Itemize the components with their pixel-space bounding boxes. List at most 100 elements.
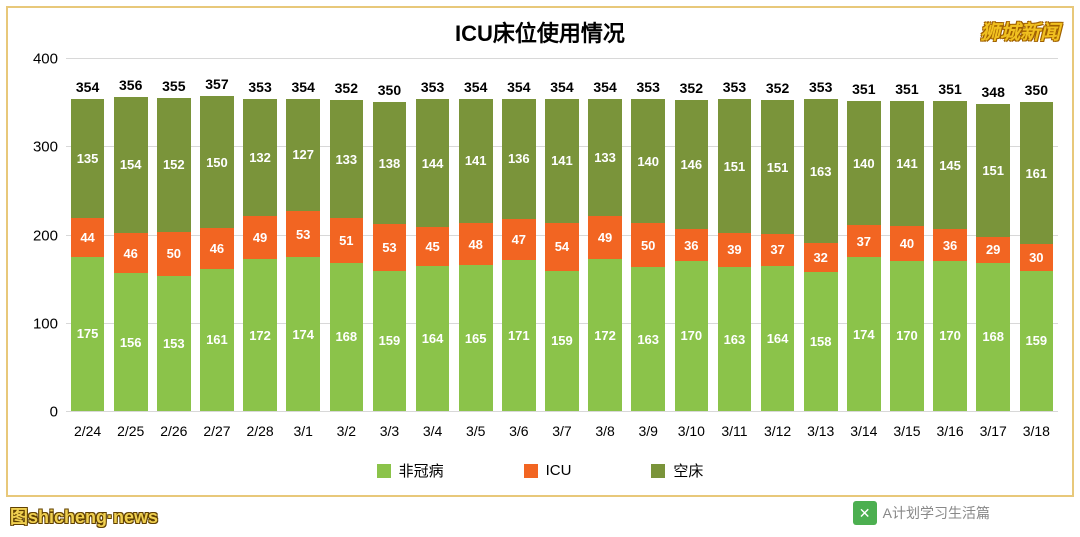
bar-segment-空床: 127 [286, 99, 320, 211]
x-tick-label: 3/11 [713, 423, 756, 439]
bar-total-label: 350 [378, 82, 401, 98]
bar-group: 35515250153 [152, 58, 195, 411]
bar-group: 350 16130159 [1015, 58, 1058, 411]
bar-segment-ICU: 32 [804, 243, 838, 271]
chart-container: ICU床位使用情况 狮城新闻 0100200300400 35413544175… [6, 6, 1074, 497]
x-tick-label: 3/18 [1015, 423, 1058, 439]
bar: 13647171 [502, 99, 536, 411]
bar-segment-空床: 152 [157, 98, 191, 232]
bar: 12753174 [286, 99, 320, 411]
bar: 16130159 [1020, 102, 1054, 411]
bar: 13853159 [373, 102, 407, 411]
bar-segment-空床: 141 [890, 101, 924, 225]
legend-swatch [651, 464, 665, 478]
x-tick-label: 3/1 [282, 423, 325, 439]
bar: 14536170 [933, 101, 967, 411]
bar-segment-空床: 154 [114, 97, 148, 233]
bar-total-label: 353 [809, 79, 832, 95]
x-tick-label: 2/26 [152, 423, 195, 439]
bar-group: 35413647171 [497, 58, 540, 411]
bar-group: 350 13853159 [368, 58, 411, 411]
wechat-icon: ✕ [853, 501, 877, 525]
bar-segment-空床: 151 [976, 104, 1010, 237]
bar-group: 35314445164 [411, 58, 454, 411]
bar-total-label: 356 [119, 77, 142, 93]
bar-segment-非冠病: 159 [373, 271, 407, 411]
x-tick-label: 3/10 [670, 423, 713, 439]
bar-group: 35315139163 [713, 58, 756, 411]
bar-segment-ICU: 40 [890, 226, 924, 261]
legend: 非冠病 ICU 空床 [8, 460, 1072, 481]
bar-segment-非冠病: 168 [330, 263, 364, 411]
bar-total-label: 353 [248, 79, 271, 95]
bar-segment-ICU: 44 [71, 218, 105, 257]
legend-item: 空床 [651, 460, 703, 481]
bar-total-label: 352 [680, 80, 703, 96]
bar-segment-空床: 135 [71, 99, 105, 218]
x-axis-labels: 2/242/252/262/272/283/13/23/33/43/53/63/… [66, 423, 1058, 439]
bar-segment-ICU: 37 [761, 234, 795, 267]
x-tick-label: 3/3 [368, 423, 411, 439]
bar: 13351168 [330, 100, 364, 411]
bar-group: 35215137164 [756, 58, 799, 411]
bar-segment-非冠病: 175 [71, 257, 105, 411]
bar-segment-ICU: 47 [502, 219, 536, 260]
bar-segment-空床: 140 [847, 101, 881, 225]
y-tick-label: 400 [33, 51, 58, 68]
bar-segment-空床: 161 [1020, 102, 1054, 244]
bar-segment-ICU: 51 [330, 218, 364, 263]
bar-segment-ICU: 49 [243, 216, 277, 259]
bar-total-label: 353 [723, 79, 746, 95]
bar-segment-非冠病: 168 [976, 263, 1010, 411]
bar-segment-非冠病: 164 [416, 266, 450, 411]
x-tick-label: 3/6 [497, 423, 540, 439]
bar-segment-非冠病: 153 [157, 276, 191, 411]
x-tick-label: 3/16 [929, 423, 972, 439]
bar-total-label: 351 [852, 81, 875, 97]
bar-total-label: 351 [895, 81, 918, 97]
bar-segment-ICU: 46 [200, 228, 234, 269]
bar: 13249172 [243, 99, 277, 411]
x-tick-label: 2/28 [239, 423, 282, 439]
bar-group: 35412753174 [282, 58, 325, 411]
bar-group: 35213351168 [325, 58, 368, 411]
bar-segment-ICU: 48 [459, 223, 493, 265]
bar-segment-空床: 150 [200, 96, 234, 228]
bar-total-label: 350 [1025, 82, 1048, 98]
x-tick-label: 2/25 [109, 423, 152, 439]
bar-segment-非冠病: 161 [200, 269, 234, 411]
bar-segment-非冠病: 172 [588, 259, 622, 411]
x-tick-label: 3/13 [799, 423, 842, 439]
watermark-bottom-right: ✕ A计划学习生活篇 [853, 501, 990, 525]
grid-line: 0 [66, 411, 1058, 412]
legend-swatch [377, 464, 391, 478]
bar-total-label: 353 [421, 79, 444, 95]
bar-segment-空床: 141 [459, 99, 493, 223]
x-tick-label: 3/5 [454, 423, 497, 439]
legend-item: 非冠病 [377, 460, 444, 481]
bar-group: 35114037174 [842, 58, 885, 411]
bar-total-label: 354 [76, 79, 99, 95]
y-tick-label: 100 [33, 315, 58, 332]
x-tick-label: 3/14 [842, 423, 885, 439]
bar-segment-非冠病: 172 [243, 259, 277, 411]
bar-segment-空床: 132 [243, 99, 277, 215]
bar-total-label: 354 [464, 79, 487, 95]
x-tick-label: 3/8 [584, 423, 627, 439]
bar-segment-ICU: 50 [157, 232, 191, 276]
bar-group: 35316332158 [799, 58, 842, 411]
bar-segment-ICU: 46 [114, 233, 148, 274]
legend-label: ICU [546, 462, 572, 479]
bar-segment-ICU: 36 [675, 229, 709, 261]
watermark-bottom-left: 图shicheng·news [10, 503, 158, 529]
x-tick-label: 3/9 [627, 423, 670, 439]
bar-segment-ICU: 30 [1020, 244, 1054, 270]
bar-segment-空床: 163 [804, 99, 838, 243]
bar-group: 356 15446156 [109, 58, 152, 411]
bar-segment-非冠病: 156 [114, 273, 148, 411]
bar: 15129168 [976, 104, 1010, 411]
bar-total-label: 351 [938, 81, 961, 97]
bar-group: 351 14536170 [929, 58, 972, 411]
x-tick-label: 3/4 [411, 423, 454, 439]
bar: 13544175 [71, 99, 105, 411]
